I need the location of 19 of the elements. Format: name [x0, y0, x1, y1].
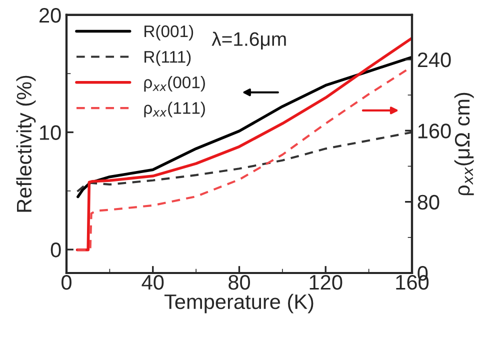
- legend-label: ρ$_{xx}$(111): [144, 102, 205, 118]
- x-tick-label: 120: [310, 274, 342, 290]
- legend-label: R(001): [144, 24, 194, 40]
- x-tick-label: 40: [142, 274, 164, 290]
- y-tick-label: 10: [40, 125, 61, 140]
- x-tick-label: 0: [62, 274, 72, 290]
- y2-axis-title: ρ$_{xx}$(μΩ cm): [454, 92, 474, 196]
- y2-tick-label: 240: [418, 52, 451, 68]
- y-tick-label: 0: [50, 242, 61, 258]
- y-axis-title: Reflectivity (%): [16, 76, 36, 212]
- legend-label: R(111): [144, 50, 191, 66]
- legend-label: ρ$_{xx}$(001): [144, 76, 205, 92]
- y2-tick-label: 160: [418, 124, 451, 138]
- x-axis-title: Temperature (K): [164, 294, 314, 314]
- y2-tick-label: 80: [418, 194, 440, 210]
- x-tick-label: 80: [228, 274, 250, 290]
- annotation: λ=1.6μm: [212, 32, 286, 50]
- y-tick-label: 20: [40, 8, 61, 23]
- line-series: [76, 131, 412, 193]
